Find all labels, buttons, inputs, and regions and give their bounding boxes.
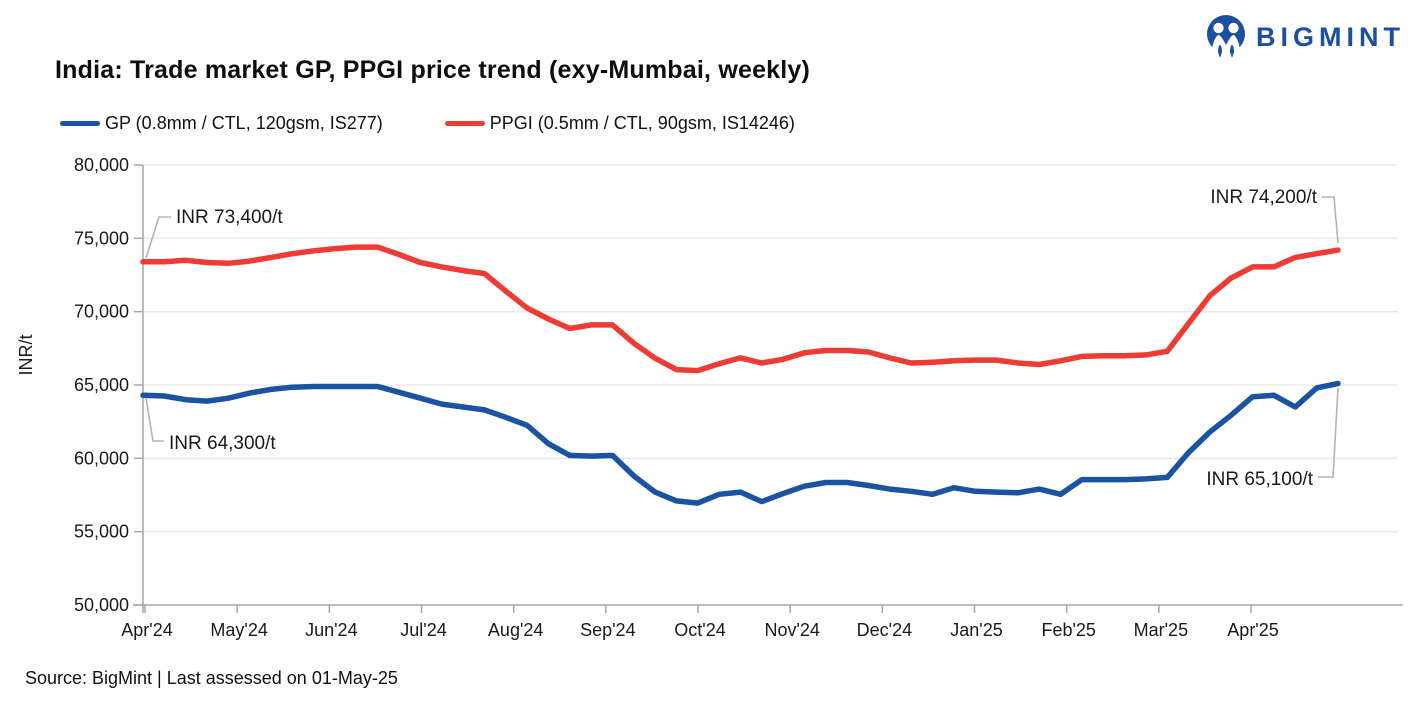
ppgi-start-annotation: INR 73,400/t — [176, 207, 283, 228]
x-tick-label: Sep'24 — [580, 620, 636, 640]
ppgi-price-line — [140, 244, 1341, 374]
x-tick-label: Mar'25 — [1134, 620, 1188, 640]
page-title: India: Trade market GP, PPGI price trend… — [55, 56, 811, 84]
ppgi-end-annotation-leader — [1322, 196, 1339, 244]
legend-item-gp: GP (0.8mm / CTL, 120gsm, IS277) — [60, 113, 383, 134]
x-tick-label: Oct'24 — [674, 620, 725, 640]
x-tick-label: Jun'24 — [305, 620, 357, 640]
x-tick-label: Apr'24 — [121, 620, 172, 640]
x-tick-label: Nov'24 — [764, 620, 819, 640]
x-tick-label: Feb'25 — [1041, 620, 1095, 640]
gp-start-annotation-leader — [145, 397, 164, 442]
y-tick-label: 60,000 — [74, 448, 129, 468]
y-tick-label: 65,000 — [74, 375, 129, 395]
ppgi-end-annotation: INR 74,200/t — [1210, 187, 1317, 208]
ppgi-line-swatch — [444, 121, 485, 126]
gp-end-annotation: INR 65,100/t — [1206, 469, 1313, 490]
source-note: Source: BigMint | Last assessed on 01-Ma… — [25, 668, 398, 688]
ppgi-start-annotation-leader — [145, 216, 171, 259]
bigmint-logo-text: BIGMINT — [1256, 21, 1405, 52]
gp-legend-label: GP (0.8mm / CTL, 120gsm, IS277) — [105, 113, 383, 133]
x-tick-label: Apr'25 — [1227, 620, 1278, 640]
y-tick-label: 55,000 — [74, 522, 129, 542]
y-tick-label: 50,000 — [74, 595, 129, 615]
x-tick-label: Dec'24 — [857, 620, 912, 640]
gp-line-swatch — [60, 121, 100, 126]
gp-start-annotation: INR 64,300/t — [169, 433, 276, 454]
gp-end-annotation-leader — [1318, 387, 1339, 478]
y-tick-label: 80,000 — [74, 155, 129, 175]
y-axis-title: INR/t — [16, 334, 36, 375]
x-tick-label: Jul'24 — [400, 620, 446, 640]
bigmint-logo: BIGMINT — [1204, 14, 1405, 60]
x-tick-label: May'24 — [210, 620, 267, 640]
y-tick-label: 75,000 — [74, 228, 129, 248]
x-tick-label: Aug'24 — [488, 620, 544, 640]
gp-price-line — [140, 380, 1341, 506]
legend-item-ppgi: PPGI (0.5mm / CTL, 90gsm, IS14246) — [444, 113, 795, 134]
y-tick-label: 70,000 — [74, 302, 129, 322]
ppgi-legend-label: PPGI (0.5mm / CTL, 90gsm, IS14246) — [489, 113, 795, 133]
x-tick-label: Jan'25 — [950, 620, 1002, 640]
chart-legend: GP (0.8mm / CTL, 120gsm, IS277) PPGI (0.… — [60, 113, 795, 134]
bigmint-logo-icon — [1207, 15, 1245, 58]
